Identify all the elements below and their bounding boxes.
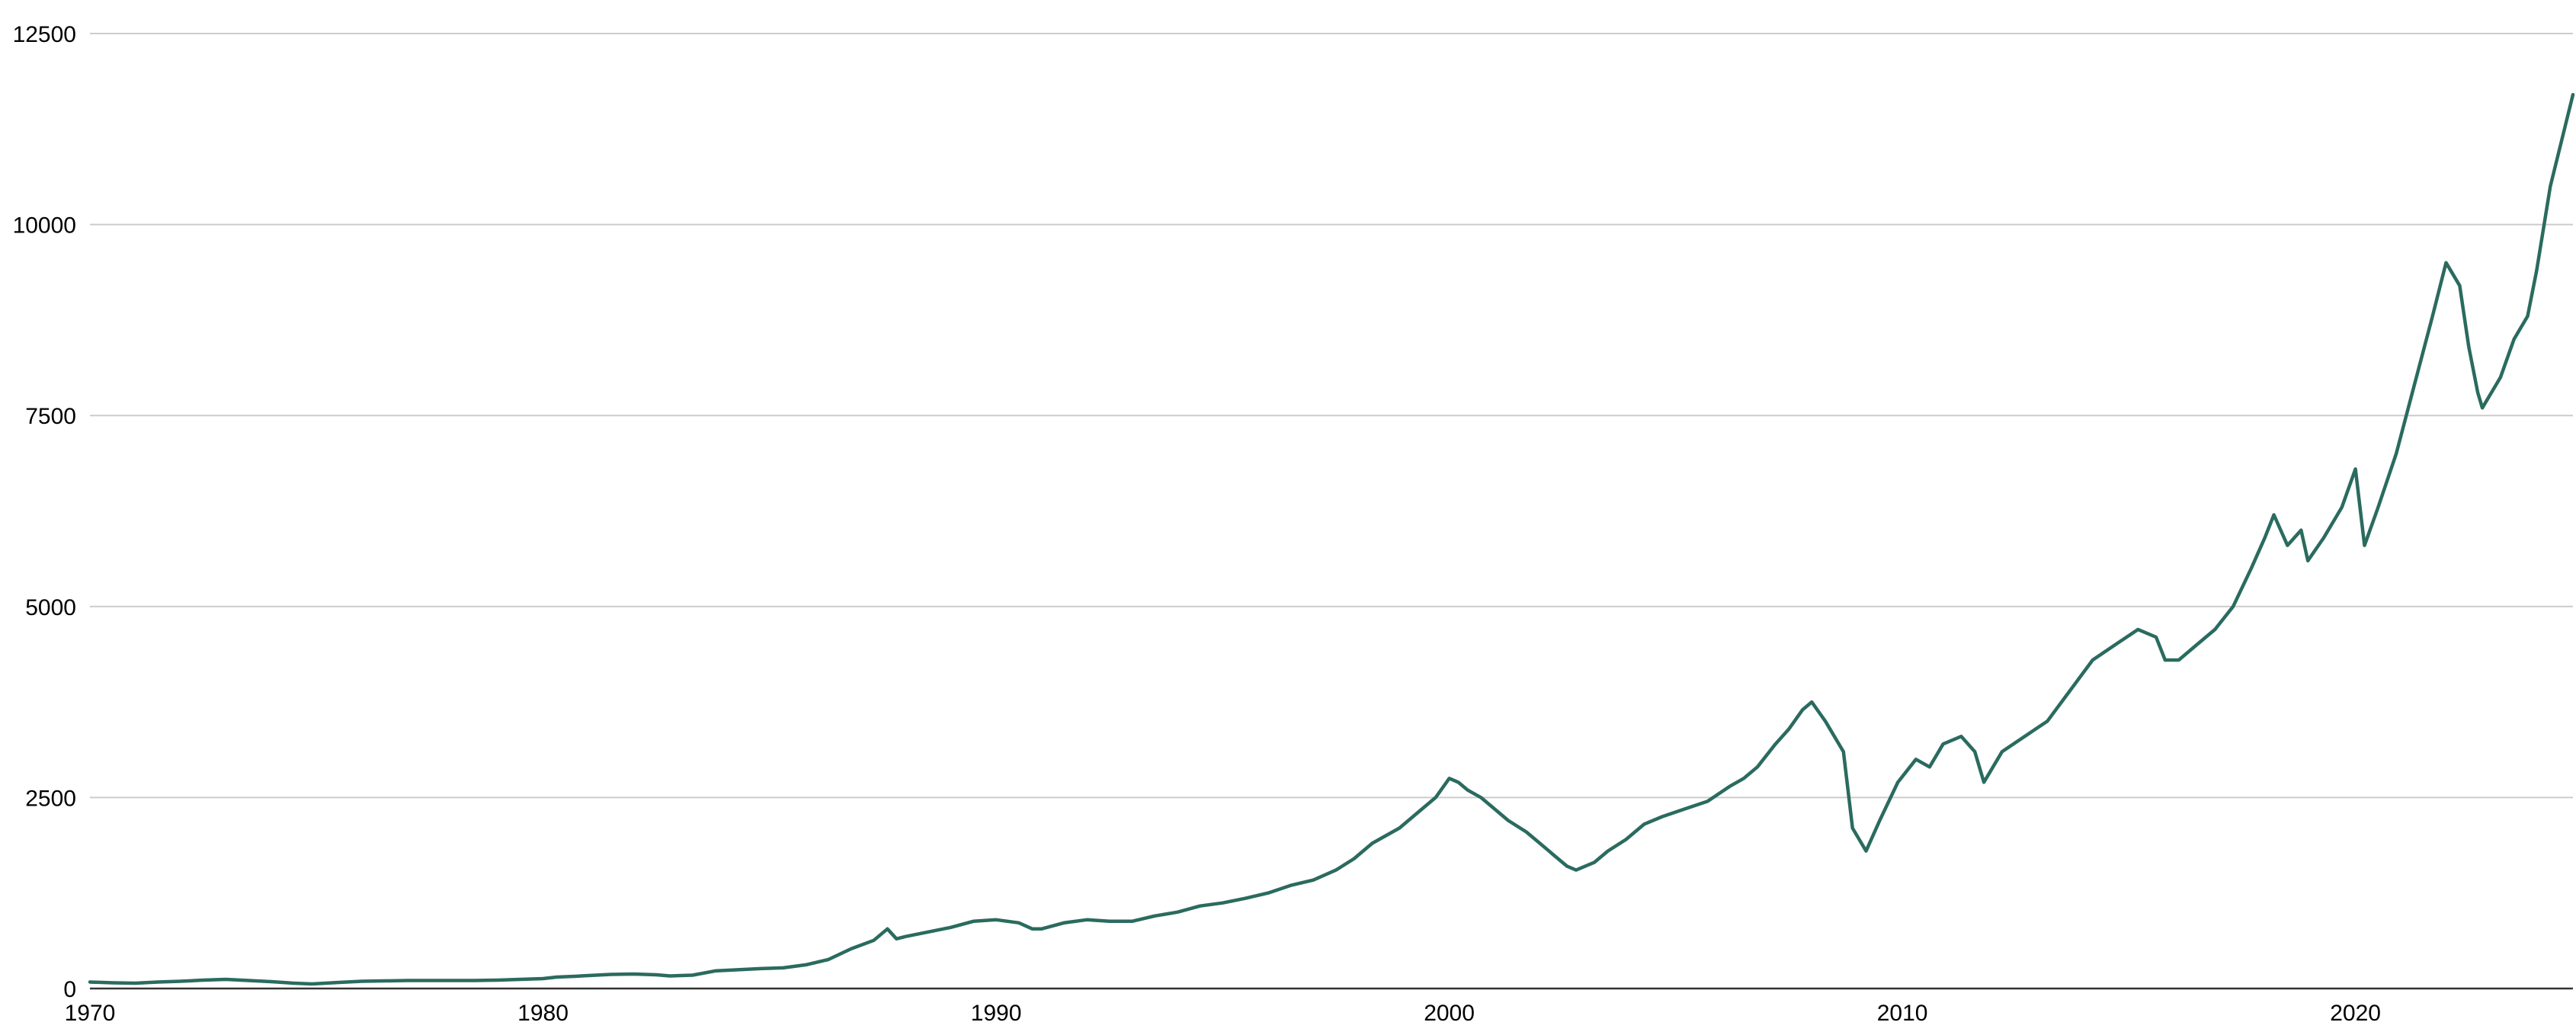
y-tick-label: 2500 [25, 786, 76, 811]
y-tick-label: 7500 [25, 404, 76, 429]
x-tick-label: 2000 [1424, 1001, 1475, 1026]
x-tick-label: 1980 [517, 1001, 569, 1026]
y-tick-label: 5000 [25, 595, 76, 620]
x-tick-label: 1970 [65, 1001, 116, 1026]
y-tick-label: 0 [63, 977, 76, 1002]
series-line-0 [88, 92, 2575, 986]
x-tick-label: 1990 [971, 1001, 1022, 1026]
series-group [88, 92, 2575, 986]
x-tick-label: 2020 [2330, 1001, 2381, 1026]
y-tick-label: 12500 [13, 22, 76, 47]
y-tick-label: 10000 [13, 213, 76, 239]
x-axis-tick-labels: 1970 1980 1990 2000 2010 2020 [65, 1001, 2381, 1026]
x-tick-label: 2010 [1877, 1001, 1928, 1026]
gridlines [90, 33, 2573, 799]
y-axis-tick-labels: 0 2500 5000 7500 10000 12500 [13, 22, 76, 1002]
